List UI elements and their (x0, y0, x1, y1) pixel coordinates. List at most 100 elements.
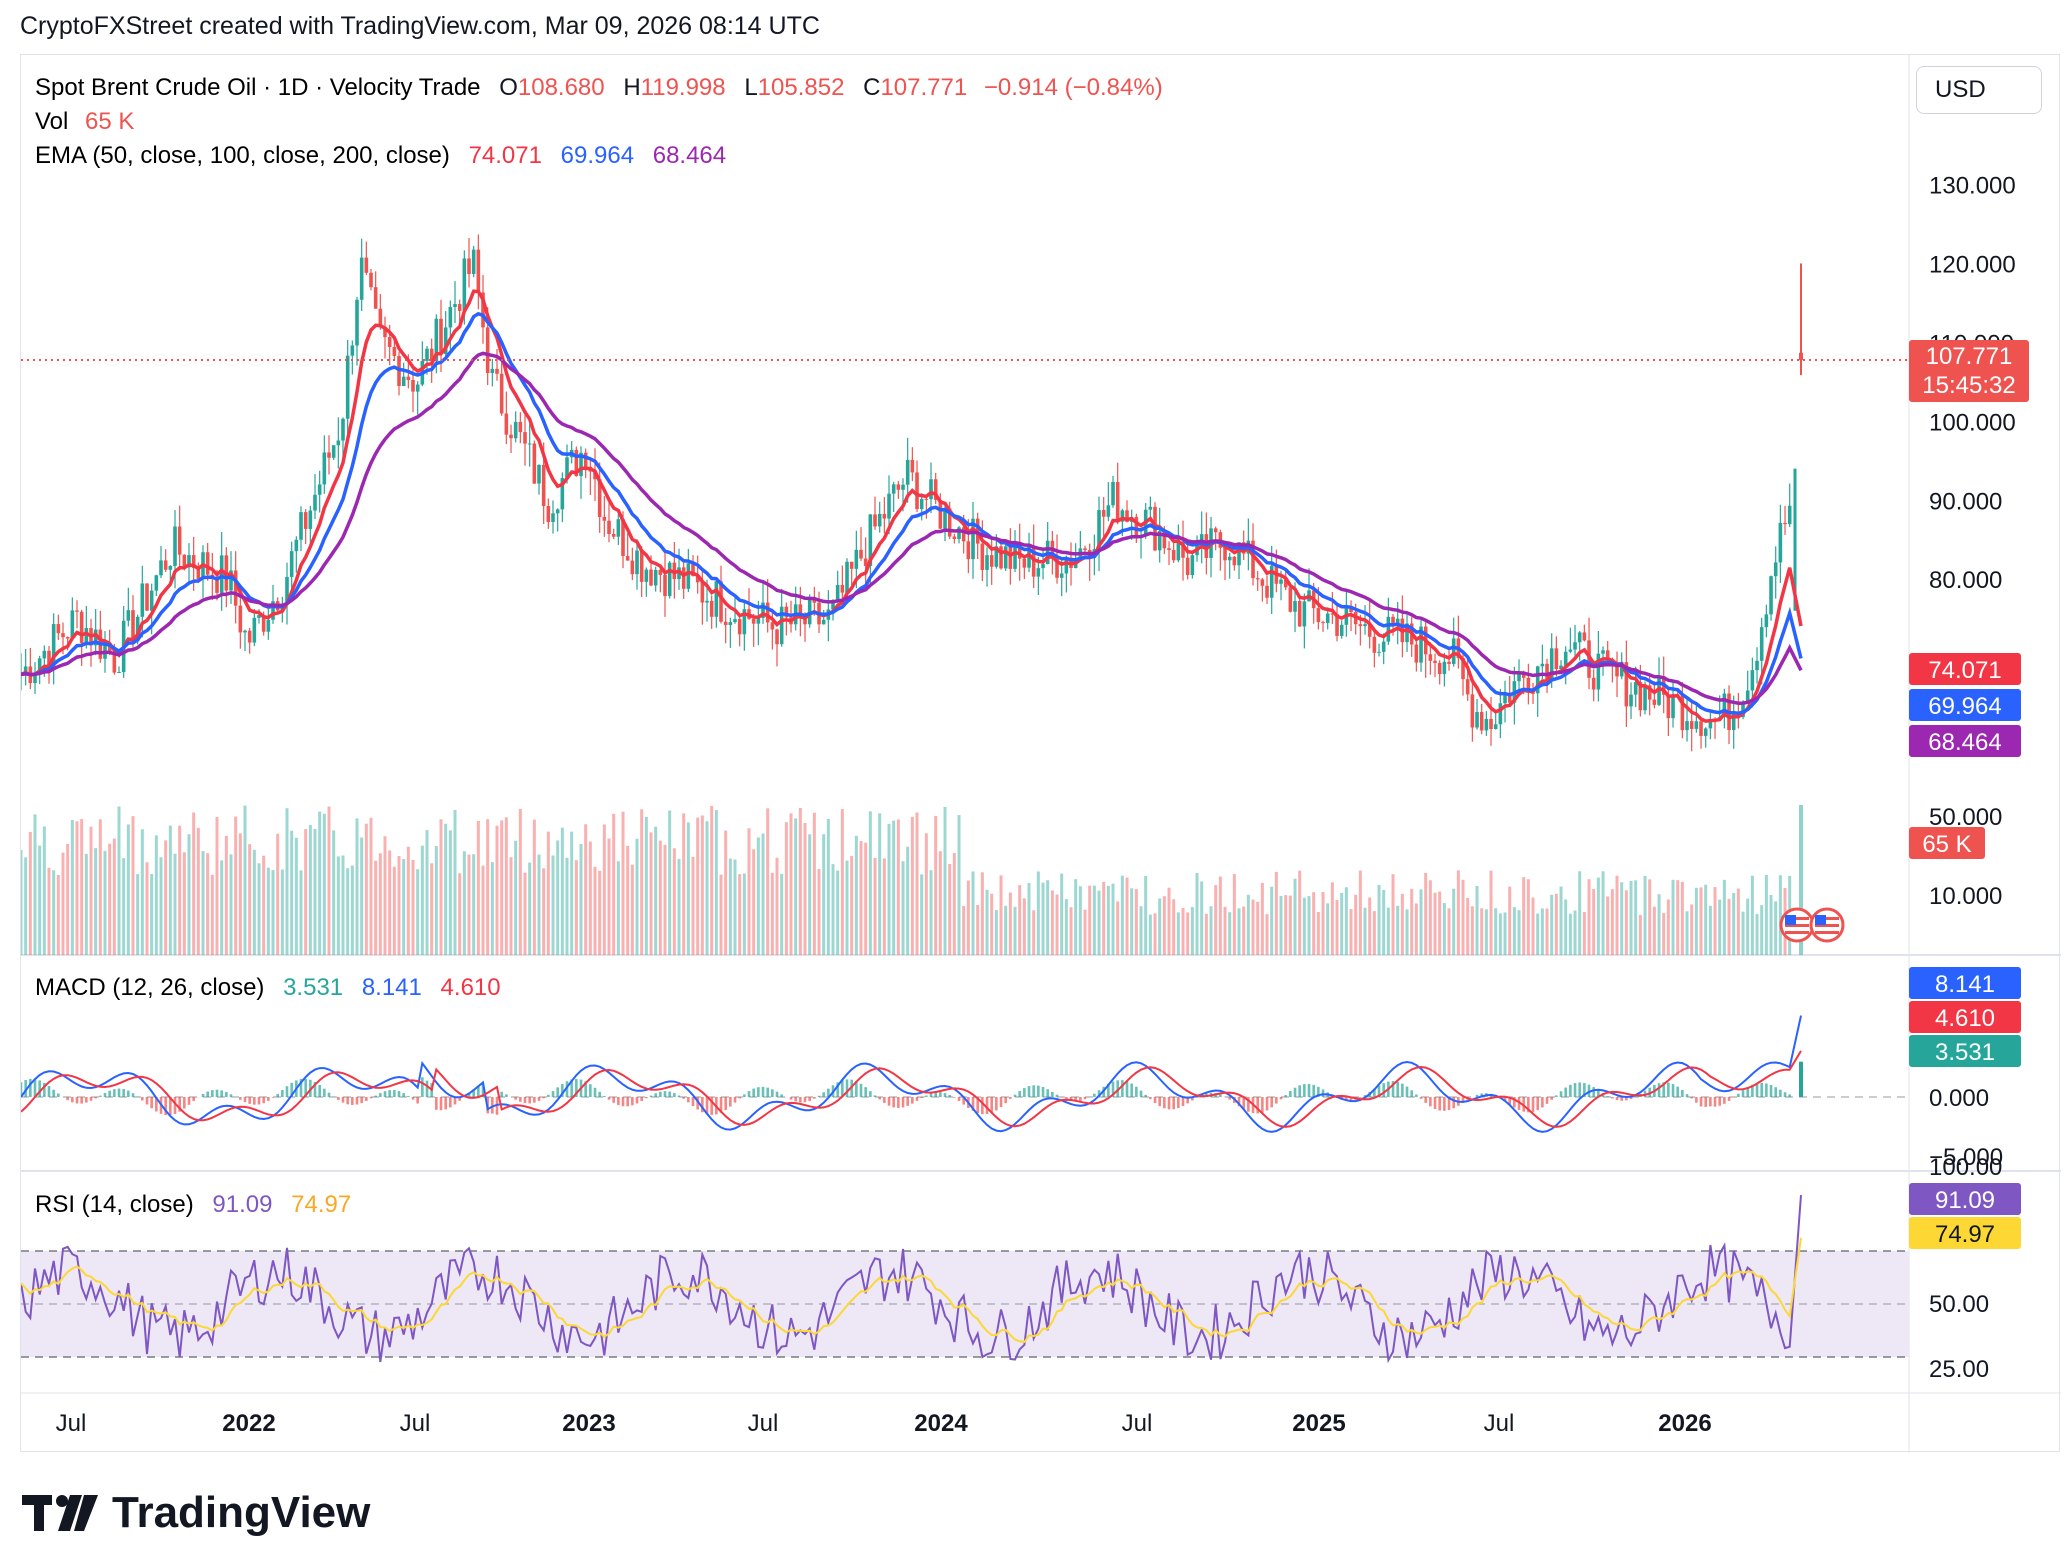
macd-histogram-bar (1503, 1097, 1507, 1102)
macd-histogram-bar (813, 1097, 816, 1099)
candle-body (1755, 660, 1759, 671)
volume-bar (1456, 870, 1460, 955)
high-value: 119.998 (641, 74, 726, 101)
legend-ema[interactable]: EMA (50, close, 100, close, 200, close) … (35, 142, 726, 169)
chart-frame[interactable]: Spot Brent Crude Oil · 1D · Velocity Tra… (19, 54, 2061, 1453)
volume-bar (420, 845, 424, 955)
tradingview-logo[interactable]: TradingView (22, 1488, 370, 1538)
volume-bar (574, 860, 578, 955)
candle-body (33, 672, 37, 684)
macd-histogram-bar (1606, 1096, 1609, 1097)
candle-body (905, 459, 910, 485)
candle-body (1708, 719, 1713, 729)
candle-body (56, 624, 61, 634)
macd-axis[interactable]: 0.000 −5.000 (1929, 1085, 2003, 1171)
time-axis[interactable]: Jul 2022 Jul 2023 Jul 2024 Jul 2025 Jul 2026 (56, 1410, 1712, 1437)
macd-histogram-bar (1312, 1084, 1315, 1097)
volume-bar (448, 830, 452, 955)
macd-histogram-bar (696, 1097, 699, 1110)
macd-histogram-bar (164, 1097, 167, 1116)
volume-bar (887, 823, 891, 955)
candle-body (1232, 556, 1237, 566)
candle-body (1185, 557, 1190, 576)
volume-bar (831, 864, 835, 955)
volume-bar (1349, 909, 1353, 955)
volume-bar (1069, 907, 1073, 955)
candle-body (499, 373, 504, 414)
volume-bar (271, 870, 275, 955)
macd-histogram-bar (1321, 1089, 1325, 1097)
volume-bar (154, 835, 158, 955)
volume-bar (187, 834, 191, 955)
legend-volume[interactable]: Vol 65 K (35, 108, 134, 135)
volume-bar (66, 843, 70, 955)
legend-rsi[interactable]: RSI (14, close) 91.09 74.97 (35, 1191, 351, 1218)
macd-histogram-bar (901, 1097, 905, 1108)
low-label: L (744, 74, 757, 101)
candle-body (1479, 712, 1484, 731)
candle-body (873, 514, 877, 527)
candle-body (1437, 662, 1442, 675)
volume-bar (1405, 909, 1409, 955)
volume-bar (775, 857, 779, 955)
chart-canvas[interactable]: Spot Brent Crude Oil · 1D · Velocity Tra… (19, 55, 2061, 1453)
volume-bar (1204, 913, 1208, 955)
macd-histogram-bar (383, 1091, 387, 1097)
macd-histogram-bar (677, 1095, 681, 1097)
volume-bar (150, 874, 154, 955)
macd-histogram-bar (122, 1089, 125, 1097)
candle-body (1134, 516, 1139, 537)
volume-bar (952, 853, 956, 955)
volume-bar (304, 829, 308, 955)
macd-histogram-bar (57, 1093, 60, 1097)
candle-body (546, 506, 551, 523)
macd-histogram-bar (1270, 1097, 1273, 1108)
volume-bar (1307, 896, 1311, 955)
macd-histogram-bar (528, 1097, 531, 1104)
rsi-axis[interactable]: 100.00 50.00 25.00 (1929, 1154, 2002, 1383)
candle-body (742, 609, 747, 635)
macd-histogram-bar (472, 1089, 475, 1097)
volume-bar (1092, 885, 1096, 955)
macd-histogram-bar (1681, 1090, 1684, 1097)
symbol-name[interactable]: Spot Brent Crude Oil · 1D · Velocity Tra… (35, 74, 481, 101)
macd-hist-badge: 3.531 (1909, 1035, 2021, 1067)
macd-histogram-bar (659, 1091, 662, 1097)
volume-bar (1279, 895, 1283, 955)
open-label: O (499, 74, 518, 101)
macd-histogram-bar (981, 1097, 984, 1115)
us-flag-icon[interactable] (1809, 907, 1845, 943)
macd-histogram-bar (1765, 1083, 1768, 1097)
candle-body (1535, 666, 1540, 694)
volume-bar (836, 870, 840, 955)
candle-body (933, 479, 938, 500)
volume-bar (1176, 912, 1180, 955)
volume-bar (1554, 893, 1558, 955)
candle-body (1162, 531, 1167, 549)
price-axis[interactable]: 130.000120.000110.000100.00090.00080.000… (1929, 172, 2016, 910)
ema100-badge-value: 69.964 (1928, 693, 2001, 720)
macd-histogram-bar (906, 1097, 909, 1106)
us-flag-icon[interactable] (1779, 907, 1815, 943)
candle-body (1699, 721, 1703, 736)
macd-histogram-bar (1699, 1097, 1703, 1107)
volume-bar (719, 874, 723, 955)
candle-body (574, 449, 579, 477)
legend-symbol[interactable]: Spot Brent Crude Oil · 1D · Velocity Tra… (35, 74, 1163, 101)
candle-body (1260, 579, 1265, 586)
volume-bar (817, 869, 821, 955)
candle-body (23, 666, 28, 675)
volume-bar (434, 846, 438, 955)
macd-histogram-bar (1508, 1097, 1511, 1105)
candle-body (471, 249, 476, 274)
currency-button[interactable]: USD (1916, 66, 2042, 114)
volume-bar (756, 837, 760, 955)
macd-histogram-bar (799, 1097, 802, 1103)
macd-histogram-bar (467, 1092, 471, 1097)
volume-bar (500, 820, 504, 955)
macd-histogram-bar (612, 1097, 615, 1103)
legend-macd[interactable]: MACD (12, 26, close) 3.531 8.141 4.610 (35, 974, 501, 1001)
macd-histogram-bar (663, 1091, 667, 1097)
macd-histogram-bar (631, 1097, 634, 1106)
macd-histogram-bar (855, 1081, 858, 1097)
